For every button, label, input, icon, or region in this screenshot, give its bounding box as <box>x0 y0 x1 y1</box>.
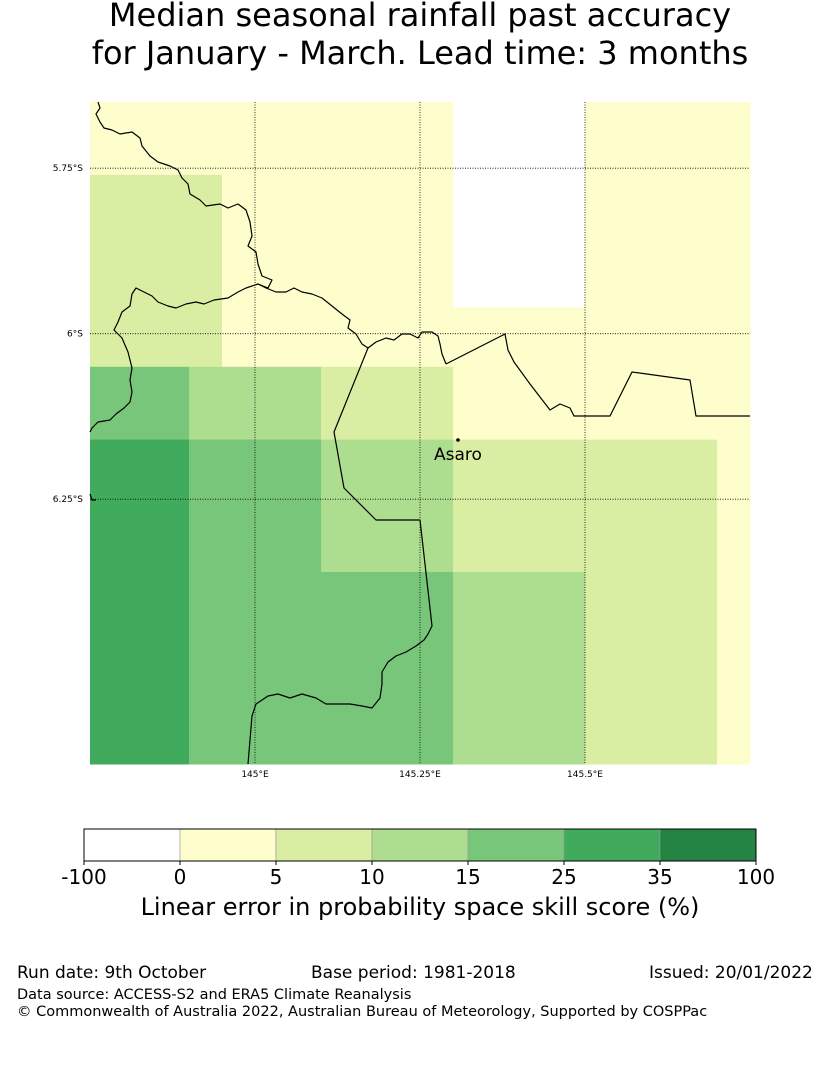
copyright: © Commonwealth of Australia 2022, Austra… <box>17 1004 708 1020</box>
colorbar-segment-2 <box>275 828 373 862</box>
asaro-point <box>456 438 460 442</box>
grid-cell-3-0 <box>90 366 190 441</box>
place-marker: Asaro <box>434 438 482 465</box>
grid-cell-5-3 <box>585 572 718 765</box>
grid-cell-0-2 <box>585 102 751 176</box>
borders <box>89 101 750 765</box>
lat-tick-label-2: 6.25°S <box>53 495 84 505</box>
data-source: Data source: ACCESS-S2 and ERA5 Climate … <box>17 987 412 1003</box>
grid-cell-3-3 <box>453 366 751 441</box>
border-line-4 <box>89 493 96 501</box>
border-line-2 <box>445 333 750 417</box>
title-line-2: for January - March. Lead time: 3 months <box>91 34 749 72</box>
colorbar-tick-label-0: -100 <box>61 865 106 889</box>
map-title: Median seasonal rainfall past accuracy f… <box>0 0 840 72</box>
colorbar-tick-label-5: 25 <box>551 865 576 889</box>
title-line-1: Median seasonal rainfall past accuracy <box>108 0 732 34</box>
colorbar: -100 0 5 10 15 25 35 100 <box>61 828 775 889</box>
issued-date: Issued: 20/01/2022 <box>649 963 813 983</box>
colorbar-segment-5 <box>563 828 661 862</box>
grid-cell-1-2 <box>453 174 586 308</box>
lat-tick-label-0: 5.75°S <box>53 164 84 174</box>
grid-cell-0-0 <box>90 102 454 176</box>
colorbar-tick-label-2: 5 <box>270 865 283 889</box>
border-line-1 <box>257 283 447 365</box>
colorbar-tick-label-7: 100 <box>737 865 775 889</box>
grid-cell-5-0 <box>90 572 190 765</box>
lon-tick-label-2: 145.5°E <box>567 770 603 780</box>
grid-cell-0-1 <box>453 102 586 176</box>
grid-cell-4-4 <box>717 439 751 573</box>
grid-cell-5-1 <box>189 572 454 765</box>
colorbar-segment-3 <box>371 828 469 862</box>
colorbar-tick-label-3: 10 <box>359 865 384 889</box>
grid-cell-3-2 <box>321 366 454 441</box>
grid-cell-5-2 <box>453 572 586 765</box>
axis-ticks: 5.75°S 6°S 6.25°S 145°E 145.25°E 145.5°E <box>53 164 604 780</box>
lon-tick-label-0: 145°E <box>241 770 269 780</box>
run-date: Run date: 9th October <box>17 963 207 983</box>
grid-cell-1-0 <box>90 174 223 308</box>
graticule <box>90 102 750 764</box>
colorbar-label: Linear error in probability space skill … <box>140 893 700 921</box>
colorbar-segment-4 <box>467 828 565 862</box>
skill-score-map: Asaro 5.75°S 6°S 6.25°S 145°E 145.25°E 145.5°… <box>53 101 751 780</box>
base-period: Base period: 1981-2018 <box>311 963 516 983</box>
border-line-3 <box>247 347 433 765</box>
colorbar-tick-label-6: 35 <box>647 865 672 889</box>
colorbar-tick-label-4: 15 <box>455 865 480 889</box>
grid-cell-2-1 <box>222 307 751 368</box>
grid-cell-4-2 <box>321 439 454 573</box>
colorbar-frame <box>83 828 757 862</box>
grid-cell-1-3 <box>585 174 751 308</box>
lon-tick-label-1: 145.25°E <box>399 770 441 780</box>
grid-cell-2-0 <box>90 307 223 368</box>
grid-cell-5-4 <box>717 572 751 765</box>
colorbar-segment-1 <box>179 828 277 862</box>
colorbar-segment-0 <box>83 828 181 862</box>
colorbar-tick-label-1: 0 <box>174 865 187 889</box>
asaro-label: Asaro <box>434 445 482 465</box>
grid-cell-4-0 <box>90 439 190 573</box>
colorbar-segment-6 <box>659 828 757 862</box>
lat-tick-label-1: 6°S <box>67 330 83 340</box>
